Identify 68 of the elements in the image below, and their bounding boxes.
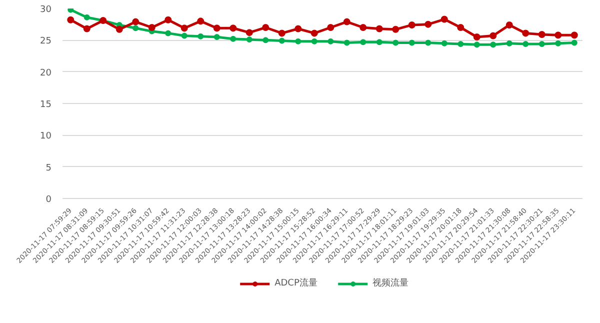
point bbox=[116, 26, 123, 33]
point bbox=[198, 33, 204, 40]
point bbox=[180, 24, 188, 32]
point bbox=[83, 25, 90, 32]
y-tick-label: 15 bbox=[40, 100, 52, 110]
point bbox=[571, 40, 578, 46]
y-tick-label: 0 bbox=[46, 195, 52, 205]
point bbox=[538, 30, 546, 38]
y-tick-label: 25 bbox=[40, 36, 52, 47]
point bbox=[473, 34, 480, 40]
legend-label: 视频流量 bbox=[372, 277, 408, 290]
point bbox=[164, 16, 172, 24]
point bbox=[278, 30, 286, 37]
point bbox=[474, 42, 480, 48]
point bbox=[506, 21, 513, 28]
point bbox=[165, 30, 172, 36]
point bbox=[294, 25, 302, 32]
legend-label: ADCP流量 bbox=[274, 277, 318, 290]
point bbox=[148, 24, 156, 31]
point bbox=[214, 34, 220, 40]
point bbox=[328, 38, 334, 44]
point bbox=[67, 16, 74, 24]
point bbox=[278, 38, 285, 44]
point bbox=[522, 40, 529, 47]
point bbox=[213, 24, 220, 32]
y-tick-label: 30 bbox=[40, 5, 52, 15]
point bbox=[197, 18, 204, 25]
y-tick-label: 5 bbox=[46, 163, 52, 174]
point bbox=[360, 39, 366, 46]
point bbox=[262, 24, 270, 31]
point bbox=[181, 32, 188, 39]
point bbox=[246, 36, 252, 43]
point bbox=[522, 30, 530, 37]
point bbox=[311, 38, 318, 44]
point bbox=[392, 26, 400, 33]
point bbox=[344, 40, 350, 46]
point bbox=[441, 40, 448, 46]
point bbox=[424, 20, 432, 28]
point bbox=[570, 32, 578, 39]
point bbox=[555, 40, 562, 46]
y-tick-label: 10 bbox=[40, 132, 52, 142]
point bbox=[425, 40, 432, 46]
point bbox=[458, 40, 464, 47]
point bbox=[262, 37, 269, 44]
point bbox=[84, 14, 90, 20]
point bbox=[360, 24, 367, 31]
point bbox=[408, 40, 415, 46]
point bbox=[538, 40, 545, 47]
point bbox=[554, 32, 562, 39]
point bbox=[376, 25, 383, 32]
point bbox=[392, 40, 399, 46]
point bbox=[343, 18, 350, 26]
point bbox=[310, 30, 318, 37]
point bbox=[490, 42, 496, 48]
point bbox=[440, 16, 448, 23]
point bbox=[376, 39, 382, 46]
point bbox=[132, 25, 139, 32]
y-tick-label: 20 bbox=[40, 68, 52, 78]
point bbox=[327, 24, 334, 31]
point bbox=[490, 32, 497, 40]
point bbox=[230, 36, 236, 42]
point bbox=[295, 38, 302, 44]
point bbox=[506, 40, 512, 46]
point bbox=[132, 18, 140, 26]
point bbox=[408, 21, 416, 28]
point bbox=[457, 24, 464, 31]
point bbox=[230, 24, 237, 32]
point bbox=[246, 29, 253, 36]
